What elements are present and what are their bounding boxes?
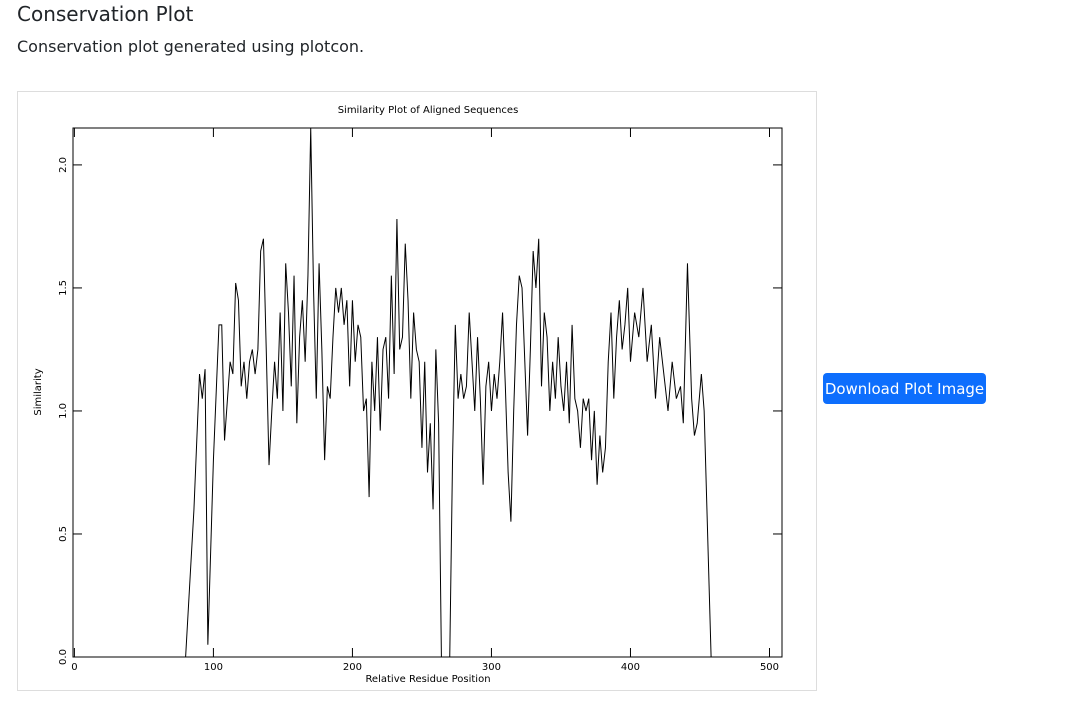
similarity-line <box>74 127 714 658</box>
x-tick-label: 300 <box>482 662 501 673</box>
x-axis-label: Relative Residue Position <box>365 674 490 685</box>
chart: Similarity Plot of Aligned Sequences Rel… <box>33 105 783 685</box>
download-button[interactable]: Download Plot Image <box>823 373 986 404</box>
x-tick-label: 0 <box>71 662 77 673</box>
y-tick-label: 1.5 <box>58 280 69 296</box>
y-tick-label: 1.0 <box>58 403 69 419</box>
section-description: Conservation plot generated using plotco… <box>17 37 365 56</box>
x-tick-label: 200 <box>343 662 362 673</box>
x-tick-label: 400 <box>621 662 640 673</box>
plot-image: Similarity Plot of Aligned Sequences Rel… <box>17 91 817 691</box>
plot-frame <box>72 127 783 658</box>
y-tick-label: 2.0 <box>58 157 69 173</box>
y-axis-label: Similarity <box>33 368 44 415</box>
x-tick-label: 100 <box>204 662 223 673</box>
y-tick-label: 0.0 <box>58 649 69 665</box>
section-title: Conservation Plot <box>17 2 194 26</box>
chart-title: Similarity Plot of Aligned Sequences <box>338 105 519 116</box>
y-tick-label: 0.5 <box>58 526 69 542</box>
x-tick-label: 500 <box>760 662 779 673</box>
